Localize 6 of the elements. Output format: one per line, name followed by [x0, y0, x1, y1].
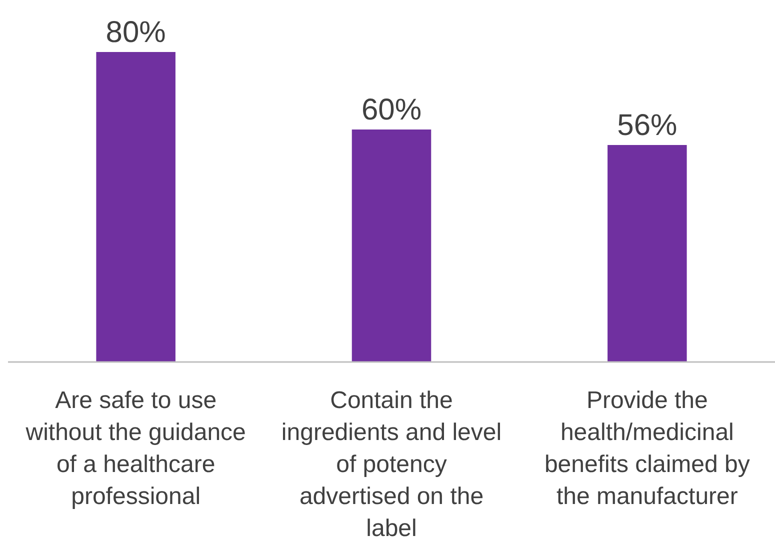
data-label: 80% [106, 16, 166, 49]
x-tick-label: Provide the health/medicinal benefits claimed by the manufacturer [544, 387, 750, 510]
data-label: 56% [617, 109, 678, 142]
x-tick-label: Contain the ingredients and level of potency advertised on the label [281, 387, 502, 542]
data-label: 60% [361, 94, 422, 126]
x-tick-label: Are safe to use without the guidance of a healthcare professional [24, 387, 246, 510]
